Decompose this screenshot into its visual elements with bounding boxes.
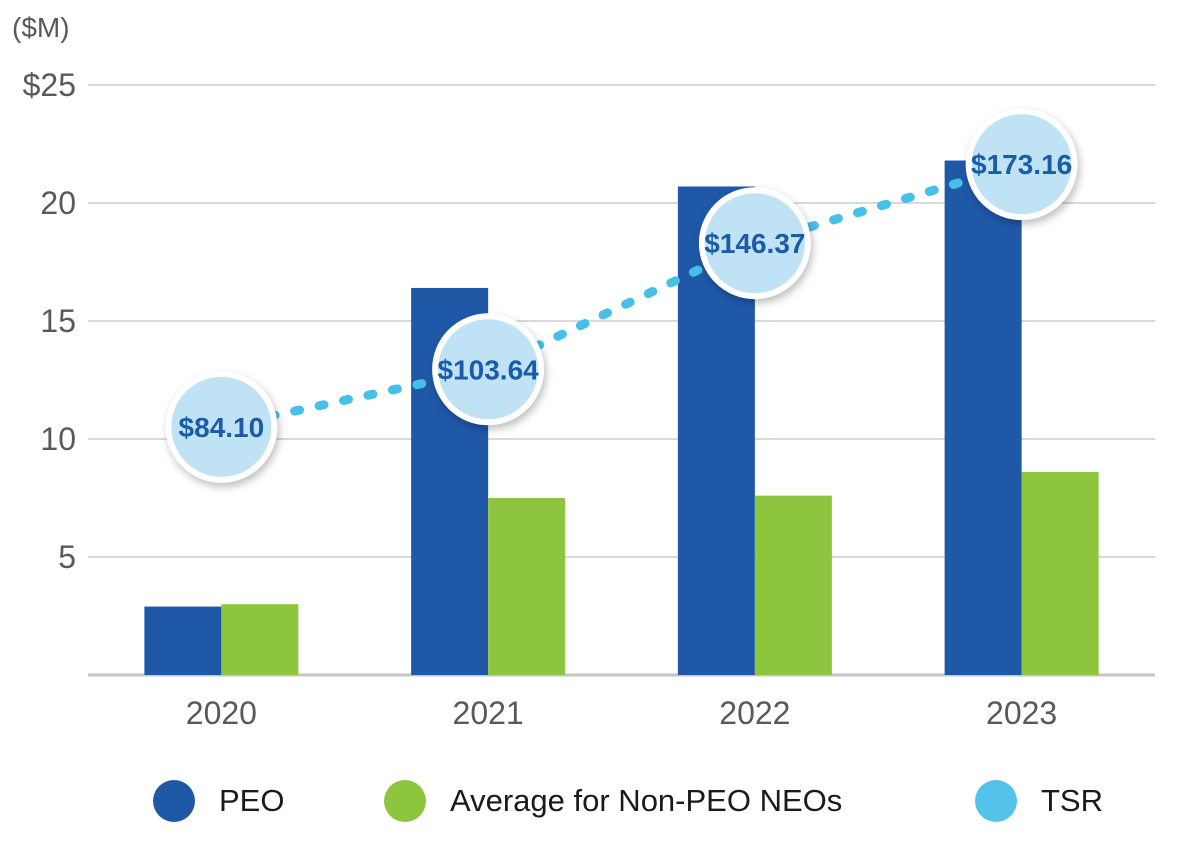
x-tick-label-2021: 2021	[453, 695, 524, 731]
y-tick-label-10: 10	[40, 421, 76, 457]
tsr-bubble-label-2023: $173.16	[971, 149, 1072, 180]
peo-legend-label: PEO	[219, 783, 285, 818]
y-tick-label-20: 20	[40, 185, 76, 221]
tsr-bubble-2022	[698, 187, 811, 300]
bar-peo-2020	[144, 606, 222, 675]
bar-non-peo-neos-2020	[221, 604, 299, 675]
y-axis-unit-label: ($M)	[12, 12, 70, 43]
x-tick-label-2022: 2022	[719, 695, 790, 731]
peo-legend-swatch-icon	[153, 780, 195, 822]
y-tick-label-5: 5	[58, 539, 76, 575]
bar-non-peo-neos-2023	[1021, 472, 1099, 675]
non-peo-neos-legend-label: Average for Non-PEO NEOs	[450, 783, 843, 818]
tsr-bubble-2023	[965, 108, 1078, 221]
bar-peo-2023	[944, 160, 1022, 675]
legend-item-tsr: TSR	[975, 778, 1103, 824]
x-tick-label-2023: 2023	[986, 695, 1057, 731]
tsr-legend-swatch-icon	[975, 780, 1017, 822]
chart-legend: PEO Average for Non-PEO NEOs TSR	[0, 778, 1180, 824]
tsr-bubble-label-2022: $146.37	[704, 228, 805, 259]
tsr-legend-label: TSR	[1041, 783, 1103, 818]
legend-item-peo: PEO	[153, 778, 284, 824]
bar-non-peo-neos-2021	[488, 498, 566, 675]
tsr-bubble-label-2020: $84.10	[179, 412, 265, 443]
legend-item-non-peo-neos: Average for Non-PEO NEOs	[384, 778, 842, 824]
tsr-line	[216, 159, 1027, 432]
tsr-bubble-2020	[165, 370, 278, 483]
y-tick-label-25: $25	[23, 67, 76, 103]
tsr-bubble-2021	[432, 313, 545, 426]
non-peo-neos-legend-swatch-icon	[384, 780, 426, 822]
x-tick-label-2020: 2020	[186, 695, 257, 731]
chart-plot-area: $25 20 15 10 5 2020 2021 2022 2023 $84.10 $103.64 $…	[23, 67, 1155, 731]
y-tick-label-15: 15	[40, 303, 76, 339]
tsr-bubble-label-2021: $103.64	[438, 354, 540, 385]
bar-non-peo-neos-2022	[754, 495, 832, 675]
